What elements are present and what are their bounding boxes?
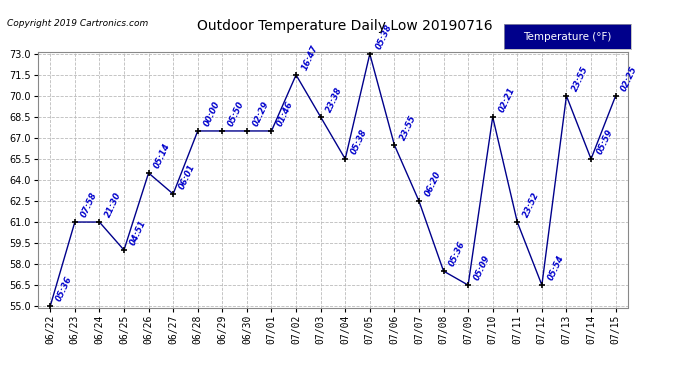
Text: 05:36: 05:36 (55, 275, 74, 303)
Text: 02:29: 02:29 (251, 100, 270, 128)
Text: 23:52: 23:52 (522, 191, 541, 219)
Text: 04:51: 04:51 (128, 219, 148, 247)
Text: 06:20: 06:20 (423, 170, 443, 198)
Text: 00:00: 00:00 (202, 100, 221, 128)
Text: 05:59: 05:59 (595, 128, 615, 156)
Text: 07:58: 07:58 (79, 191, 99, 219)
Text: 02:21: 02:21 (497, 86, 516, 114)
Text: 06:01: 06:01 (177, 163, 197, 191)
Text: Temperature (°F): Temperature (°F) (523, 32, 612, 42)
Text: 01:46: 01:46 (275, 100, 295, 128)
Text: 05:38: 05:38 (349, 128, 369, 156)
Text: 05:09: 05:09 (472, 254, 492, 282)
Text: 16:47: 16:47 (300, 44, 319, 72)
Text: 05:54: 05:54 (546, 254, 566, 282)
Text: 23:55: 23:55 (399, 114, 418, 142)
Text: 23:38: 23:38 (325, 86, 344, 114)
Text: 21:30: 21:30 (104, 191, 123, 219)
Text: 05:36: 05:36 (448, 240, 467, 268)
Text: 05:14: 05:14 (152, 142, 172, 170)
Text: 05:50: 05:50 (226, 100, 246, 128)
Text: Outdoor Temperature Daily Low 20190716: Outdoor Temperature Daily Low 20190716 (197, 19, 493, 33)
Text: 02:25: 02:25 (620, 65, 640, 93)
Text: 23:55: 23:55 (571, 65, 590, 93)
Text: 05:38: 05:38 (374, 23, 393, 51)
Text: Copyright 2019 Cartronics.com: Copyright 2019 Cartronics.com (7, 19, 148, 28)
